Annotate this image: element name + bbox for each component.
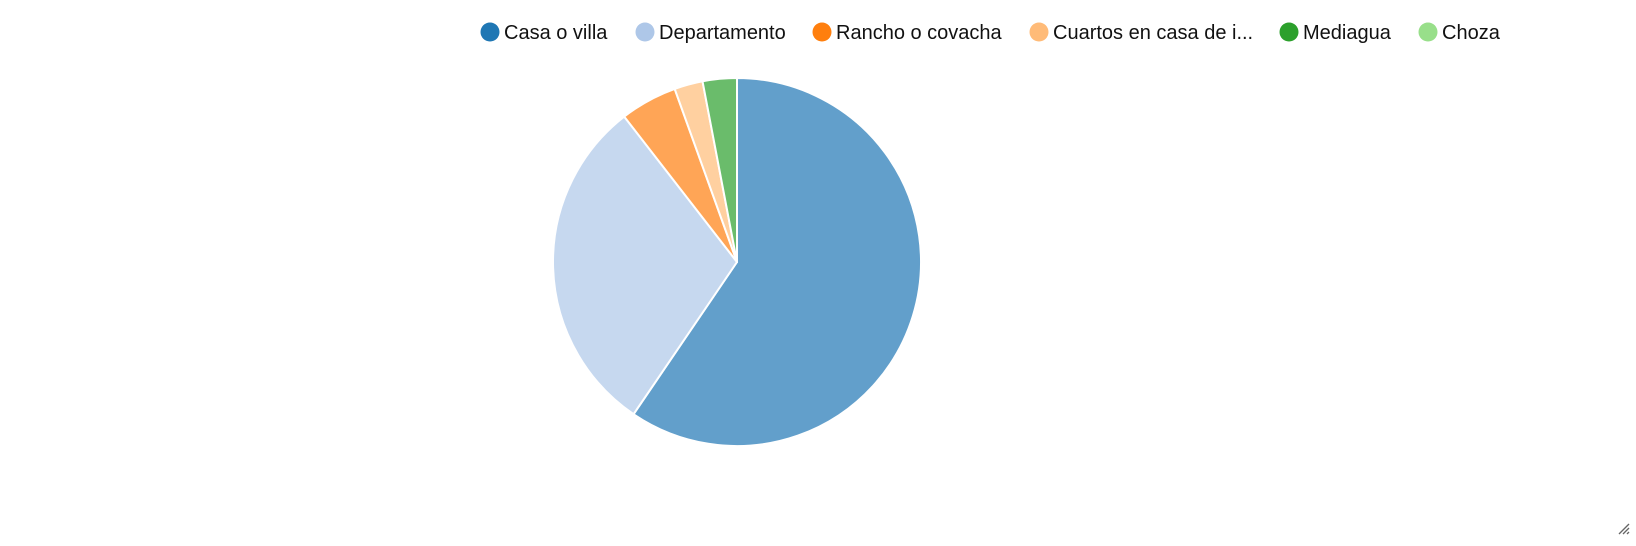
pie-slice[interactable] (632, 77, 922, 447)
legend-item[interactable]: Mediagua (1279, 22, 1392, 44)
legend-label: Departamento (659, 22, 786, 44)
pie (552, 77, 922, 447)
legend-item[interactable]: Departamento (635, 22, 786, 44)
pie-slice[interactable] (701, 77, 738, 263)
legend-marker (1029, 22, 1049, 42)
legend-marker (1418, 22, 1438, 42)
legend-item[interactable]: Choza (1418, 22, 1501, 44)
legend-item[interactable]: Cuartos en casa de i... (1029, 22, 1254, 44)
resize-grip-icon[interactable] (1616, 521, 1632, 537)
legend-marker (480, 22, 500, 42)
legend-marker (812, 22, 832, 42)
legend-label: Rancho o covacha (836, 22, 1003, 44)
legend-label: Casa o villa (504, 22, 608, 44)
legend-marker (635, 22, 655, 42)
legend: Casa o villa Departamento Rancho o covacha… (480, 22, 1501, 44)
legend-item[interactable]: Rancho o covacha (812, 22, 1003, 44)
legend-label: Cuartos en casa de i... (1053, 22, 1253, 44)
legend-item[interactable]: Casa o villa (480, 22, 609, 44)
legend-label: Choza (1442, 22, 1501, 44)
legend-marker (1279, 22, 1299, 42)
pie-slice[interactable] (552, 115, 738, 416)
legend-label: Mediagua (1303, 22, 1392, 44)
